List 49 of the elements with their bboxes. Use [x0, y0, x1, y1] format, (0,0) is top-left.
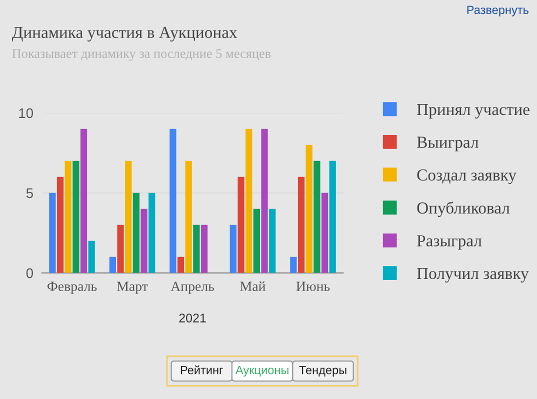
legend-label: Создал заявку: [417, 169, 516, 184]
text: Развернуть: [467, 6, 528, 16]
y-tick-label: 5: [26, 188, 33, 198]
x-tick-label: Апрель: [170, 282, 214, 294]
bar: [88, 240, 95, 273]
bar: [253, 208, 260, 273]
bar: [314, 160, 320, 273]
bar: [193, 224, 200, 273]
bar: [49, 192, 56, 273]
bar: [80, 128, 88, 273]
bar: [170, 128, 176, 273]
legend-label: Опубликовал: [417, 202, 510, 218]
y-tick-label: 0: [26, 268, 34, 278]
bar: [290, 256, 297, 273]
bar: [200, 224, 208, 273]
bar: [230, 224, 236, 273]
x-tick-label: Март: [116, 282, 148, 294]
bar: [246, 128, 252, 273]
bar: [117, 224, 124, 273]
bar: [125, 160, 132, 273]
bar: [109, 256, 116, 273]
legend-label: Разыграл: [417, 235, 482, 250]
bar: [177, 256, 184, 273]
text: Тендеры: [299, 366, 346, 377]
bar: [298, 176, 305, 273]
text: Рейтинг: [180, 365, 223, 374]
chart-title: Динамика участия в Аукционах: [12, 26, 238, 42]
x-tick-label: Июнь: [296, 282, 330, 292]
legend-label: Принял участие: [417, 104, 530, 119]
legend-label: Выиграл: [417, 136, 478, 152]
bar: [185, 160, 192, 273]
x-tick-label: Май: [240, 281, 266, 292]
x-axis-title: 2021: [179, 314, 206, 322]
x-tick-label: Февраль: [47, 282, 97, 294]
bar: [329, 160, 336, 273]
bar: [306, 144, 312, 273]
bar: [72, 160, 80, 273]
bar: [132, 192, 140, 273]
bar: [64, 160, 72, 273]
text: Аукционы: [235, 366, 288, 377]
bar: [321, 192, 328, 273]
bar: [261, 128, 268, 273]
legend-label: Получил заявку: [417, 268, 529, 283]
bar: [140, 208, 148, 273]
y-tick-label: 10: [19, 108, 34, 118]
bar: [269, 208, 276, 273]
bar: [148, 192, 156, 273]
bar: [56, 176, 64, 273]
bar: [238, 176, 244, 273]
